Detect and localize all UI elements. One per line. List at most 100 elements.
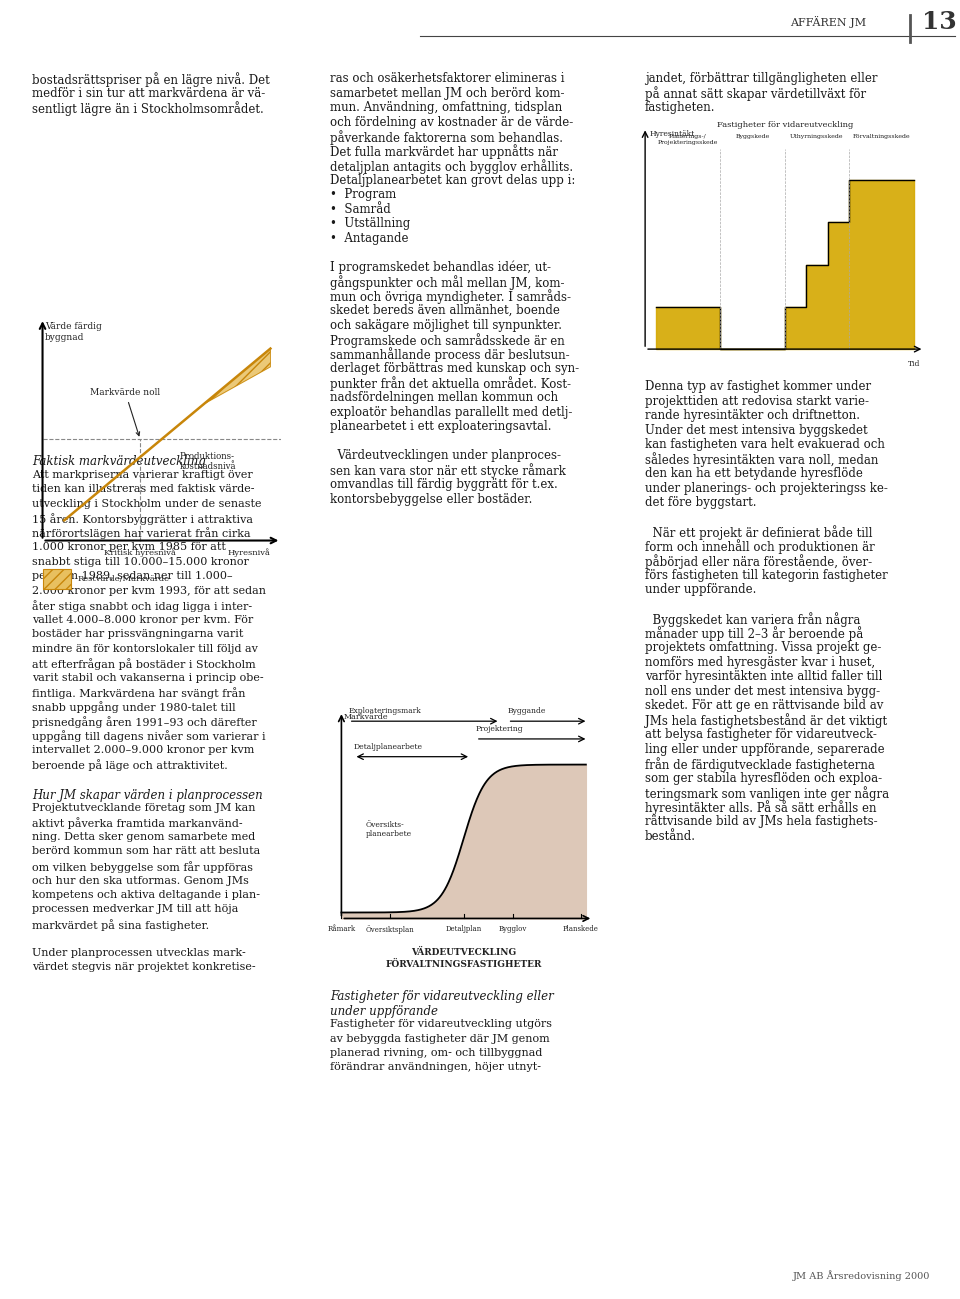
Text: gångspunkter och mål mellan JM, kom-: gångspunkter och mål mellan JM, kom- — [330, 275, 564, 290]
Text: bestånd.: bestånd. — [645, 830, 696, 843]
Text: Översiktsplan: Översiktsplan — [366, 925, 415, 934]
Text: Restvärde/Markvärde: Restvärde/Markvärde — [77, 575, 169, 583]
Text: kompetens och aktiva deltagande i plan-: kompetens och aktiva deltagande i plan- — [32, 890, 260, 900]
Text: och hur den ska utformas. Genom JMs: och hur den ska utformas. Genom JMs — [32, 876, 249, 886]
Text: detaljplan antagits och bygglov erhållits.: detaljplan antagits och bygglov erhållit… — [330, 158, 573, 174]
Text: JMs hela fastighetsbestånd är det viktigt: JMs hela fastighetsbestånd är det viktig… — [645, 713, 887, 729]
Text: från de färdigutvecklade fastigheterna: från de färdigutvecklade fastigheterna — [645, 757, 875, 772]
Text: under uppförande: under uppförande — [330, 1004, 438, 1017]
Text: 13: 13 — [922, 10, 957, 34]
Text: nadsfördelningen mellan kommun och: nadsfördelningen mellan kommun och — [330, 391, 558, 404]
Text: omvandlas till färdig byggrätt för t.ex.: omvandlas till färdig byggrätt för t.ex. — [330, 478, 558, 491]
Text: av bebyggda fastigheter där JM genom: av bebyggda fastigheter där JM genom — [330, 1034, 550, 1043]
Text: •  Antagande: • Antagande — [330, 231, 409, 244]
Text: närförortslägen har varierat från cirka: närförortslägen har varierat från cirka — [32, 527, 251, 539]
Text: ling eller under uppförande, separerade: ling eller under uppförande, separerade — [645, 743, 884, 756]
Text: Värde färdig
byggnad: Värde färdig byggnad — [45, 322, 102, 342]
Text: 1.000 kronor per kvm 1985 för att: 1.000 kronor per kvm 1985 för att — [32, 542, 226, 552]
Text: berörd kommun som har rätt att besluta: berörd kommun som har rätt att besluta — [32, 847, 260, 856]
Text: varför hyresintäkten inte alltid faller till: varför hyresintäkten inte alltid faller … — [645, 670, 882, 683]
Text: under uppförande.: under uppförande. — [645, 583, 756, 596]
Text: det före byggstart.: det före byggstart. — [645, 496, 756, 509]
Text: kontorsbebyggelse eller bostäder.: kontorsbebyggelse eller bostäder. — [330, 492, 533, 505]
Text: AFFÄREN JM: AFFÄREN JM — [790, 16, 866, 29]
Text: under planerings- och projekteringss ke-: under planerings- och projekteringss ke- — [645, 482, 888, 495]
Text: nomförs med hyresgäster kvar i huset,: nomförs med hyresgäster kvar i huset, — [645, 656, 876, 669]
Text: Förvaltningsskede: Förvaltningsskede — [852, 134, 910, 139]
Text: Under det mest intensiva byggskedet: Under det mest intensiva byggskedet — [645, 423, 868, 436]
Text: Byggande: Byggande — [508, 707, 546, 716]
Text: således hyresintäkten vara noll, medan: således hyresintäkten vara noll, medan — [645, 452, 878, 468]
Text: Översikts-
planearbete: Översikts- planearbete — [366, 821, 412, 838]
Text: Bygglov: Bygglov — [498, 925, 527, 934]
Text: prisnedgång åren 1991–93 och därefter: prisnedgång åren 1991–93 och därefter — [32, 716, 256, 727]
Text: på annat sätt skapar värdetillväxt för: på annat sätt skapar värdetillväxt för — [645, 87, 866, 101]
Text: bostäder har prissvängningarna varit: bostäder har prissvängningarna varit — [32, 629, 244, 639]
Text: att belysa fastigheter för vidareutveck-: att belysa fastigheter för vidareutveck- — [645, 727, 876, 740]
Text: vallet 4.000–8.000 kronor per kvm. För: vallet 4.000–8.000 kronor per kvm. För — [32, 614, 253, 625]
Text: Planskede: Planskede — [563, 925, 599, 934]
Text: Byggskedet kan variera från några: Byggskedet kan variera från några — [645, 612, 860, 627]
Text: derlaget förbättras med kunskap och syn-: derlaget förbättras med kunskap och syn- — [330, 362, 579, 375]
Text: •  Program: • Program — [330, 188, 396, 201]
Text: form och innehåll och produktionen är: form och innehåll och produktionen är — [645, 539, 875, 555]
Text: påbörjad eller nära förestående, över-: påbörjad eller nära förestående, över- — [645, 553, 872, 569]
Text: ras och osäkerhetsfaktorer elimineras i: ras och osäkerhetsfaktorer elimineras i — [330, 71, 564, 84]
Text: Hur JM skapar värden i planprocessen: Hur JM skapar värden i planprocessen — [32, 788, 263, 801]
Text: utveckling i Stockholm under de senaste: utveckling i Stockholm under de senaste — [32, 499, 261, 508]
Text: påverkande faktorerna som behandlas.: påverkande faktorerna som behandlas. — [330, 130, 563, 145]
Text: bostadsrättspriser på en lägre nivå. Det: bostadsrättspriser på en lägre nivå. Det — [32, 71, 270, 87]
Text: den kan ha ett betydande hyresflöde: den kan ha ett betydande hyresflöde — [645, 468, 863, 481]
Text: samarbetet mellan JM och berörd kom-: samarbetet mellan JM och berörd kom- — [330, 87, 564, 100]
Text: •  Samråd: • Samråd — [330, 203, 391, 216]
Text: projektets omfattning. Vissa projekt ge-: projektets omfattning. Vissa projekt ge- — [645, 640, 881, 653]
Text: att efterfrågan på bostäder i Stockholm: att efterfrågan på bostäder i Stockholm — [32, 659, 255, 670]
Text: aktivt påverka framtida markanvänd-: aktivt påverka framtida markanvänd- — [32, 817, 243, 829]
Text: Råmark: Råmark — [327, 925, 355, 934]
Text: sen kan vara stor när ett stycke råmark: sen kan vara stor när ett stycke råmark — [330, 464, 565, 478]
Text: Projektutvecklande företag som JM kan: Projektutvecklande företag som JM kan — [32, 803, 255, 813]
Text: mun och övriga myndigheter. I samråds-: mun och övriga myndigheter. I samråds- — [330, 290, 571, 304]
Text: förs fastigheten till kategorin fastigheter: förs fastigheten till kategorin fastighe… — [645, 569, 888, 582]
Text: När ett projekt är definierat både till: När ett projekt är definierat både till — [645, 525, 873, 540]
Text: tiden kan illustreras med faktisk värde-: tiden kan illustreras med faktisk värde- — [32, 485, 254, 494]
Text: Detaljplan: Detaljplan — [445, 925, 482, 934]
Text: planerad rivning, om- och tillbyggnad: planerad rivning, om- och tillbyggnad — [330, 1048, 542, 1057]
Text: Detaljplanearbete: Detaljplanearbete — [353, 743, 422, 751]
Text: månader upp till 2–3 år beroende på: månader upp till 2–3 år beroende på — [645, 626, 863, 642]
Text: Fastigheter för vidareutveckling eller: Fastigheter för vidareutveckling eller — [330, 990, 554, 1003]
Text: Att markpriserna varierar kraftigt över: Att markpriserna varierar kraftigt över — [32, 469, 252, 479]
Text: markvärdet på sina fastigheter.: markvärdet på sina fastigheter. — [32, 918, 209, 931]
Text: Tid: Tid — [907, 360, 920, 368]
Text: medför i sin tur att markvärdena är vä-: medför i sin tur att markvärdena är vä- — [32, 87, 265, 100]
Text: uppgång till dagens nivåer som varierar i: uppgång till dagens nivåer som varierar … — [32, 730, 266, 742]
Text: rande hyresintäkter och driftnetton.: rande hyresintäkter och driftnetton. — [645, 409, 860, 422]
Text: •  Utställning: • Utställning — [330, 217, 410, 230]
Text: teringsmark som vanligen inte ger några: teringsmark som vanligen inte ger några — [645, 786, 889, 801]
Text: kan fastigheten vara helt evakuerad och: kan fastigheten vara helt evakuerad och — [645, 438, 885, 451]
Text: Planerings-/
Projekteringsskede: Planerings-/ Projekteringsskede — [658, 134, 718, 144]
Text: Under planprocessen utvecklas mark-: Under planprocessen utvecklas mark- — [32, 948, 246, 957]
Text: och fördelning av kostnader är de värde-: och fördelning av kostnader är de värde- — [330, 116, 573, 129]
Text: Produktions-
kostnadsnivå: Produktions- kostnadsnivå — [180, 452, 236, 472]
Text: snabb uppgång under 1980-talet till: snabb uppgång under 1980-talet till — [32, 701, 235, 713]
Text: Programskede och samrådsskede är en: Programskede och samrådsskede är en — [330, 333, 564, 348]
Text: Projektering: Projektering — [476, 725, 523, 733]
Text: skedet bereds även allmänhet, boende: skedet bereds även allmänhet, boende — [330, 304, 560, 317]
Text: per kvm 1989, sedan ner till 1.000–: per kvm 1989, sedan ner till 1.000– — [32, 572, 232, 581]
Text: jandet, förbättrar tillgängligheten eller: jandet, förbättrar tillgängligheten elle… — [645, 71, 877, 84]
Text: mun. Användning, omfattning, tidsplan: mun. Användning, omfattning, tidsplan — [330, 101, 563, 114]
Text: 2.000 kronor per kvm 1993, för att sedan: 2.000 kronor per kvm 1993, för att sedan — [32, 586, 266, 595]
Text: 15 åren. Kontorsbyggrätter i attraktiva: 15 åren. Kontorsbyggrätter i attraktiva — [32, 513, 253, 525]
Text: Kritisk hyresnivå: Kritisk hyresnivå — [105, 548, 176, 557]
Text: Det fulla markvärdet har uppnåtts när: Det fulla markvärdet har uppnåtts när — [330, 144, 558, 160]
Text: skedet. För att ge en rättvisande bild av: skedet. För att ge en rättvisande bild a… — [645, 699, 883, 712]
Text: Fastigheter för vidareutveckling: Fastigheter för vidareutveckling — [716, 121, 852, 129]
Text: åter stiga snabbt och idag ligga i inter-: åter stiga snabbt och idag ligga i inter… — [32, 600, 252, 612]
Text: exploatör behandlas parallellt med detlj-: exploatör behandlas parallellt med detlj… — [330, 405, 572, 418]
Text: Byggskede: Byggskede — [735, 134, 770, 139]
Text: punkter från det aktuella området. Kost-: punkter från det aktuella området. Kost- — [330, 377, 571, 391]
Text: Hyresnivå: Hyresnivå — [228, 548, 271, 557]
Text: fastigheten.: fastigheten. — [645, 101, 715, 114]
Text: värdet stegvis när projektet konkretise-: värdet stegvis när projektet konkretise- — [32, 963, 255, 973]
